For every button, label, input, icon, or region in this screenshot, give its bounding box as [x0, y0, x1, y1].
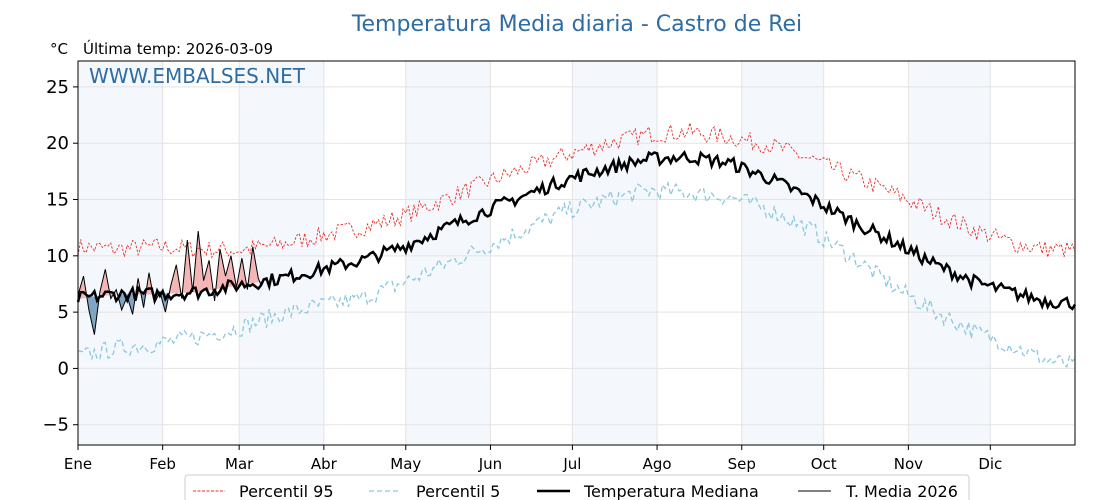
legend-item-p5: Percentil 5 [369, 482, 500, 500]
month-band [405, 61, 491, 445]
x-tick-label: May [390, 455, 421, 473]
legend-label-p95: Percentil 95 [239, 482, 334, 500]
y-tick-label: 10 [46, 246, 69, 267]
grid-lines [77, 61, 1075, 445]
series-lines [76, 121, 1077, 368]
series-line-media2026 [77, 230, 262, 335]
y-tick-label: 20 [46, 133, 69, 154]
x-tick-label: Jun [478, 455, 502, 473]
month-band [572, 61, 658, 445]
y-axis: −5 0 5 10 15 20 25 [42, 77, 78, 436]
x-tick-label: Abr [311, 455, 338, 473]
watermark-text: WWW.EMBALSES.NET [89, 64, 306, 88]
series-line-median [76, 149, 1077, 311]
legend-label-media2026: T. Media 2026 [845, 482, 958, 500]
x-tick-label: Mar [225, 455, 254, 473]
y-tick-label: −5 [42, 415, 69, 436]
legend-item-media2026: T. Media 2026 [798, 482, 958, 500]
legend-box [184, 474, 970, 500]
legend-item-p95: Percentil 95 [193, 482, 334, 500]
x-tick-label: Nov [894, 455, 923, 473]
x-axis: Ene Feb Mar Abr May Jun Jul Ago Sep Oct Nov Dic [64, 445, 1002, 473]
x-tick-label: Oct [811, 455, 837, 473]
y-tick-label: 5 [58, 302, 69, 323]
y-tick-label: 25 [46, 77, 69, 98]
month-band [741, 61, 824, 445]
legend-label-median: Temperatura Mediana [583, 482, 759, 500]
series-line-p5 [77, 181, 1076, 368]
legend-item-median: Temperatura Mediana [537, 482, 759, 500]
series-line-p95 [77, 121, 1076, 259]
legend-label-p5: Percentil 5 [416, 482, 500, 500]
month-band [908, 61, 991, 445]
x-tick-label: Sep [728, 455, 756, 473]
x-tick-label: Dic [978, 455, 1002, 473]
x-tick-label: Ago [643, 455, 672, 473]
y-tick-label: 15 [46, 190, 69, 211]
month-bands [78, 61, 991, 445]
chart-title: Temperatura Media diaria - Castro de Rei [351, 12, 802, 37]
x-tick-label: Ene [64, 455, 92, 473]
last-temp-label: Última temp: 2026-03-09 [83, 39, 273, 58]
legend: Percentil 95 Percentil 5 Temperatura Med… [184, 474, 970, 500]
unit-label: °C [50, 40, 68, 58]
y-tick-label: 0 [58, 358, 69, 379]
plot-frame [77, 60, 1076, 446]
month-band [78, 61, 163, 445]
x-tick-label: Jul [562, 455, 581, 473]
x-tick-label: Feb [149, 455, 176, 473]
